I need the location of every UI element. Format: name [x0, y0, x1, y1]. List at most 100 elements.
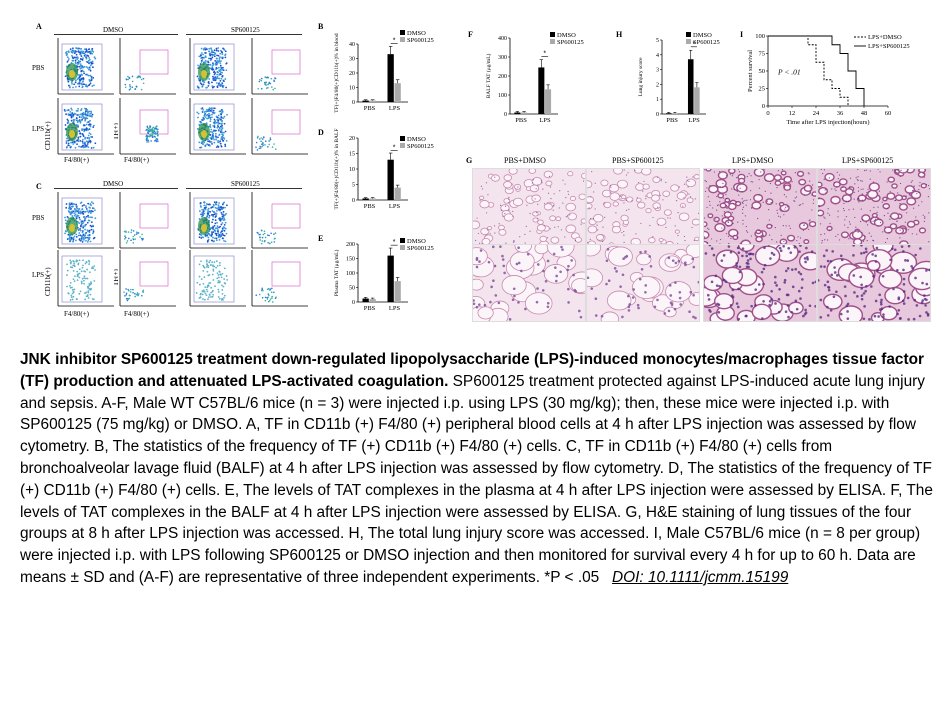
- flow-dot: [77, 140, 80, 143]
- nucleus: [869, 178, 871, 180]
- nucleus: [879, 171, 881, 173]
- flow-dot: [88, 229, 91, 232]
- flow-dot: [213, 213, 216, 216]
- nucleus: [546, 237, 549, 239]
- significance-mark: *: [692, 41, 695, 48]
- flow-dot: [73, 212, 76, 215]
- flow-dot: [157, 134, 159, 137]
- flow-dot: [211, 273, 214, 276]
- doi-link[interactable]: DOI: 10.1111/jcmm.15199: [612, 568, 789, 586]
- flow-dot: [214, 206, 217, 209]
- nucleus: [749, 252, 753, 256]
- flow-dot: [223, 131, 225, 134]
- flow-dot: [219, 140, 222, 143]
- nucleus: [561, 248, 564, 251]
- y-tick-label: 20: [349, 136, 355, 142]
- flow-dot: [75, 53, 78, 56]
- flow-dot: [218, 74, 220, 76]
- alveolus: [898, 203, 908, 211]
- nucleus: [784, 269, 788, 273]
- flow-dot: [204, 116, 207, 119]
- nucleus: [492, 279, 495, 283]
- flow-dot: [142, 289, 145, 292]
- x-tick-label: 0: [766, 110, 769, 117]
- alveolus: [477, 306, 494, 320]
- flow-dot: [211, 210, 214, 212]
- flow-dot: [214, 135, 217, 138]
- flow-dot: [215, 237, 218, 240]
- nucleus: [831, 188, 833, 190]
- nucleus: [709, 310, 712, 313]
- flow-dot: [86, 268, 88, 271]
- nucleus: [763, 246, 766, 249]
- alveolus: [606, 290, 632, 311]
- flow-dot: [221, 232, 224, 235]
- flow-dot: [217, 119, 220, 122]
- flow-dot: [65, 52, 68, 55]
- flow-dot: [87, 202, 90, 205]
- nucleus: [519, 236, 521, 238]
- flow-dot: [78, 65, 81, 68]
- flow-dot: [216, 227, 219, 229]
- flow-dot: [224, 221, 227, 224]
- flow-dot: [213, 70, 216, 73]
- alveolus: [705, 169, 712, 172]
- nucleus: [657, 206, 659, 208]
- flow-dot: [69, 240, 71, 243]
- flow-dot: [198, 210, 201, 212]
- flow-dot: [215, 210, 218, 212]
- nucleus: [804, 186, 806, 188]
- nucleus: [868, 318, 871, 321]
- flow-dot: [86, 73, 89, 76]
- flow-dot: [82, 144, 84, 147]
- alveolus: [685, 178, 697, 188]
- flow-dot: [90, 225, 93, 228]
- flow-dot: [211, 49, 213, 52]
- nucleus: [706, 293, 710, 297]
- flow-dot: [88, 110, 91, 113]
- nucleus: [865, 285, 868, 288]
- flow-dot: [88, 79, 91, 81]
- legend-swatch: [400, 143, 405, 148]
- flow-dot: [89, 61, 91, 64]
- flow-dot: [89, 69, 92, 72]
- nucleus: [735, 201, 738, 203]
- flow-dot: [262, 144, 264, 147]
- flow-dot: [258, 147, 261, 150]
- nucleus: [580, 223, 582, 225]
- flow-dot: [77, 234, 80, 237]
- nucleus: [783, 178, 786, 180]
- nucleus: [656, 176, 659, 178]
- flow-dot: [92, 207, 95, 210]
- nucleus: [856, 295, 859, 298]
- flow-dot: [217, 229, 219, 232]
- flow-dot: [259, 145, 261, 148]
- alveolus: [798, 178, 807, 186]
- nucleus: [733, 203, 735, 205]
- flow-dot: [223, 278, 226, 281]
- flow-dot: [219, 71, 222, 74]
- flow-dot: [217, 279, 220, 282]
- nucleus: [565, 216, 567, 218]
- nucleus: [590, 196, 592, 198]
- alveolus: [753, 169, 766, 177]
- nucleus: [480, 185, 482, 187]
- nucleus: [722, 254, 726, 257]
- flow-dot: [220, 217, 223, 220]
- flow-dot: [66, 263, 68, 266]
- nucleus: [552, 209, 554, 211]
- bar: [362, 100, 369, 102]
- histology-image: [703, 244, 817, 322]
- alveolus: [478, 195, 485, 200]
- flow-dot: [221, 297, 224, 300]
- flow-dot: [127, 78, 129, 81]
- flow-dot: [92, 224, 94, 227]
- nucleus: [677, 259, 681, 263]
- alveolus: [503, 174, 512, 182]
- legend-swatch: [400, 136, 405, 141]
- col-header-g-2: PBS+SP600125: [612, 156, 664, 165]
- nucleus: [825, 188, 827, 190]
- flow-dot: [221, 272, 224, 275]
- nucleus: [855, 177, 857, 179]
